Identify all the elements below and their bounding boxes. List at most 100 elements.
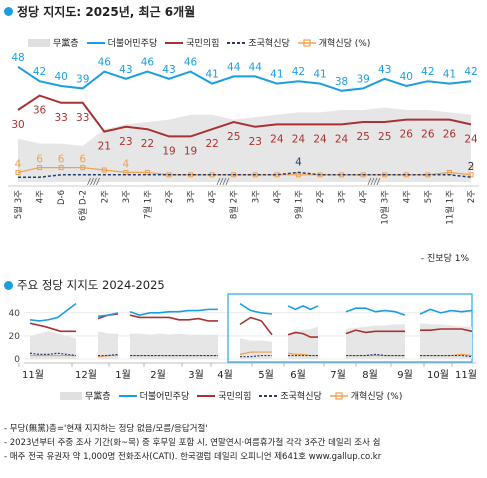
ppp-line — [29, 322, 76, 333]
gaehyuk-point — [166, 172, 172, 178]
ppp-data-label: 33 — [54, 112, 67, 124]
minjoo-line — [287, 305, 319, 311]
x-tick-label: 4주 — [36, 190, 46, 203]
ppp-data-label: 26 — [400, 129, 414, 141]
ppp-data-label: 19 — [184, 145, 197, 157]
x-tick-label: 2주 — [316, 190, 326, 203]
chart2-segment — [239, 302, 273, 359]
minjoo-line — [29, 302, 77, 322]
legend-label: 조국혁신당 — [248, 39, 290, 49]
area-nobody — [18, 107, 471, 182]
legend-line-ppp-icon — [197, 394, 216, 397]
legend-label: 무黨층 — [53, 39, 79, 49]
chart2-title-text: 주요 정당 지지도 2024-2025 — [17, 278, 165, 292]
minjoo-data-label: 41 — [205, 69, 218, 81]
gaehyuk-data-label: 4 — [15, 158, 22, 170]
x-tick-label: 1월 — [115, 369, 131, 381]
chart1-title: 정당 지지도: 2025년, 최근 6개월 — [4, 3, 195, 20]
x-tick-label: 11월 — [455, 369, 477, 381]
x-tick-label: 4월 — [217, 369, 233, 381]
axis-break-mark — [222, 177, 227, 186]
ppp-data-label: 24 — [270, 133, 284, 145]
ppp-data-label: 24 — [313, 133, 327, 145]
legend-line-cho-icon — [259, 394, 278, 397]
legend-label: 국민의힘 — [186, 39, 220, 49]
x-tick-label: 7월 1주 — [142, 190, 153, 219]
ppp-line — [287, 331, 318, 338]
gaehyuk-point — [101, 167, 107, 173]
cho-line — [29, 352, 77, 357]
ppp-line — [129, 314, 218, 322]
y-tick-label: 40 — [9, 309, 21, 319]
x-tick-label: 6월 D-2 — [78, 190, 89, 221]
gaehyuk-data-label: 4 — [123, 158, 130, 170]
gaehyuk-point — [58, 165, 64, 171]
legend-label: 국민의힘 — [218, 392, 252, 402]
x-tick-label: 9월 — [397, 369, 413, 381]
legend-label: 개혁신당 (%) — [318, 39, 371, 49]
legend-line-minjoo-icon — [118, 394, 137, 397]
ppp-line — [420, 328, 473, 333]
gaehyuk-data-label: 6 — [36, 154, 43, 166]
ppp-data-label: 25 — [378, 131, 391, 143]
ppp-data-label: 25 — [356, 131, 369, 143]
x-tick-label: 10월 — [427, 369, 449, 381]
chart1-title-text: 정당 지지도: 2025년, 최근 6개월 — [17, 5, 196, 19]
gaehyuk-data-label: 6 — [58, 154, 65, 166]
legend-minjoo: 더불어민주당 — [86, 36, 158, 49]
x-tick-label: 10월 3주 — [380, 190, 391, 225]
area-nobody — [30, 331, 76, 359]
bullet-dot-icon — [4, 7, 13, 16]
chart2-segment — [97, 312, 119, 359]
ppp-line — [17, 94, 472, 138]
ppp-data-label: 25 — [227, 131, 240, 143]
ppp-data-label: 30 — [11, 119, 24, 131]
gaehyuk-line — [239, 351, 272, 355]
minjoo-data-label: 42 — [33, 66, 46, 78]
minjoo-data-label: 42 — [292, 66, 305, 78]
axis-break-mark — [90, 177, 94, 186]
ppp-data-label: 24 — [292, 133, 306, 145]
legend-label: 더불어민주당 — [107, 39, 158, 49]
ppp-data-label: 24 — [464, 133, 478, 145]
minjoo-line — [97, 312, 119, 318]
x-tick-label: 2주 — [467, 190, 477, 203]
y-tick-label: 20 — [9, 332, 21, 342]
legend-gaehyuk: 개혁신당 (%) — [329, 389, 403, 402]
x-tick-label: 11월 — [22, 369, 44, 381]
ppp-data-label: 21 — [98, 141, 111, 153]
chart2-segment — [287, 305, 319, 359]
axis-break-mark — [376, 177, 381, 186]
minjoo-data-label: 43 — [119, 64, 132, 76]
legend-line-cho-icon — [227, 41, 246, 44]
ppp-data-label: 22 — [205, 138, 218, 150]
legend-line-gaehyuk-icon — [297, 38, 316, 47]
area-nobody — [98, 331, 118, 359]
minjoo-data-label: 39 — [356, 73, 369, 85]
gaehyuk-point — [37, 165, 43, 171]
gaehyuk-point — [80, 165, 86, 171]
area-nobody — [130, 333, 218, 359]
legend-label: 개혁신당 (%) — [350, 392, 403, 402]
minjoo-data-label: 38 — [335, 76, 348, 88]
minjoo-data-label: 43 — [378, 64, 391, 76]
x-tick-label: 4주 — [273, 190, 283, 203]
x-tick-label: 4주 — [402, 190, 412, 203]
minjoo-data-label: 46 — [141, 57, 155, 69]
gaehyuk-data-label: 3 — [468, 161, 475, 173]
axis-break-mark — [219, 177, 224, 186]
gaehyuk-point — [468, 172, 474, 178]
legend-label: 더불어민주당 — [139, 392, 190, 402]
minjoo-line — [345, 307, 406, 316]
minjoo-data-label: 44 — [227, 61, 241, 73]
x-tick-label: 3월 — [188, 369, 204, 381]
x-tick-label: 5주 — [424, 190, 434, 203]
legend-minjoo: 더불어민주당 — [118, 389, 190, 402]
legend-ppp: 국민의힘 — [197, 389, 251, 402]
chart2-legend: 무黨층 더불어민주당 국민의힘 조국혁신당 개혁신당 (%) — [60, 389, 410, 402]
minjoo-data-label: 48 — [11, 52, 24, 64]
x-tick-label: 5월 — [258, 369, 274, 381]
minjoo-data-label: 44 — [249, 61, 263, 73]
axis-break-mark — [225, 177, 230, 186]
